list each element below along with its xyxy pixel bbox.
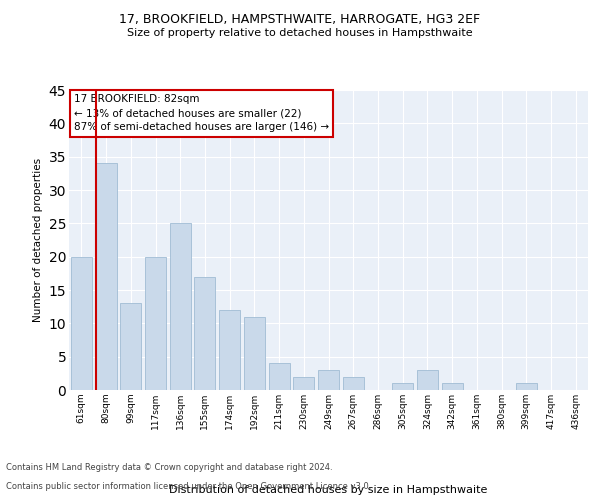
Bar: [194, 276, 215, 390]
Bar: [318, 370, 339, 390]
Text: Size of property relative to detached houses in Hampsthwaite: Size of property relative to detached ho…: [127, 28, 473, 38]
Bar: [442, 384, 463, 390]
Bar: [244, 316, 265, 390]
Bar: [219, 310, 240, 390]
Bar: [516, 384, 537, 390]
X-axis label: Distribution of detached houses by size in Hampsthwaite: Distribution of detached houses by size …: [169, 484, 488, 494]
Bar: [293, 376, 314, 390]
Text: Contains public sector information licensed under the Open Government Licence v3: Contains public sector information licen…: [6, 482, 371, 491]
Bar: [269, 364, 290, 390]
Bar: [71, 256, 92, 390]
Bar: [392, 384, 413, 390]
Y-axis label: Number of detached properties: Number of detached properties: [33, 158, 43, 322]
Text: Contains HM Land Registry data © Crown copyright and database right 2024.: Contains HM Land Registry data © Crown c…: [6, 464, 332, 472]
Text: 17 BROOKFIELD: 82sqm
← 13% of detached houses are smaller (22)
87% of semi-detac: 17 BROOKFIELD: 82sqm ← 13% of detached h…: [74, 94, 329, 132]
Bar: [417, 370, 438, 390]
Bar: [170, 224, 191, 390]
Bar: [120, 304, 141, 390]
Text: 17, BROOKFIELD, HAMPSTHWAITE, HARROGATE, HG3 2EF: 17, BROOKFIELD, HAMPSTHWAITE, HARROGATE,…: [119, 12, 481, 26]
Bar: [343, 376, 364, 390]
Bar: [95, 164, 116, 390]
Bar: [145, 256, 166, 390]
